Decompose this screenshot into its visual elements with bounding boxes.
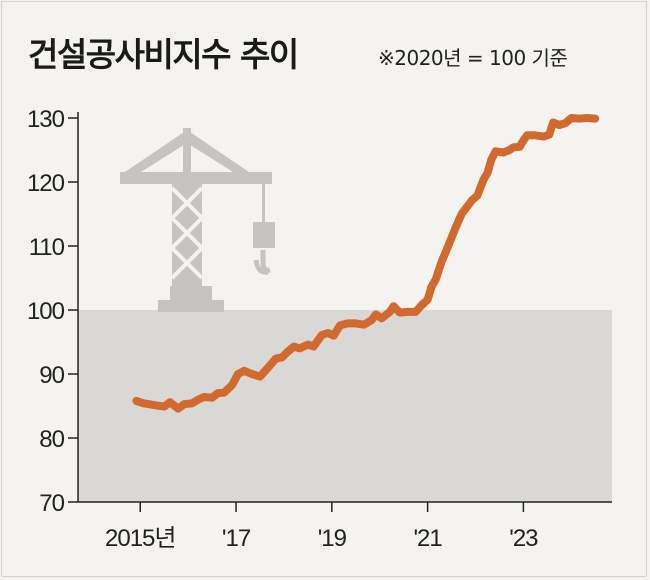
- data-point: [278, 353, 286, 361]
- data-point: [208, 394, 216, 402]
- data-point: [562, 119, 570, 127]
- data-point: [174, 405, 182, 413]
- data-point: [483, 169, 491, 177]
- data-point: [424, 296, 432, 304]
- data-point: [248, 370, 256, 378]
- data-point: [523, 131, 531, 139]
- x-tick-label: '21: [413, 525, 442, 552]
- y-tick-label: 110: [29, 234, 65, 261]
- data-point: [214, 389, 222, 397]
- data-point: [200, 393, 208, 401]
- x-tick-label: '17: [222, 525, 251, 552]
- data-point: [438, 258, 446, 266]
- tower-crane-icon: [120, 128, 275, 312]
- data-point: [290, 342, 298, 350]
- data-point: [330, 332, 338, 340]
- data-point: [336, 321, 344, 329]
- x-tick-label: '23: [509, 525, 538, 552]
- chart-title: 건설공사비지수 추이: [28, 35, 299, 74]
- data-point: [220, 389, 228, 397]
- data-point: [194, 396, 202, 404]
- data-point: [256, 373, 264, 381]
- y-tick-label: 130: [27, 106, 65, 133]
- data-point: [583, 114, 591, 122]
- data-point: [432, 275, 440, 283]
- data-point: [372, 310, 380, 318]
- data-point: [468, 197, 476, 205]
- data-point: [499, 149, 507, 157]
- data-point: [444, 243, 452, 251]
- base-year-note: ※2020년 = 100 기준: [378, 46, 568, 70]
- data-point: [427, 283, 435, 291]
- data-point: [473, 191, 481, 199]
- data-point: [540, 133, 548, 141]
- data-point: [264, 364, 272, 372]
- data-point: [228, 381, 236, 389]
- data-point: [284, 348, 292, 356]
- data-point: [519, 136, 527, 144]
- data-point: [310, 342, 318, 350]
- data-point: [304, 341, 312, 349]
- data-point: [344, 319, 352, 327]
- data-point: [234, 370, 242, 378]
- data-point: [386, 308, 394, 316]
- x-tick-label: 2015년: [105, 525, 175, 552]
- data-point: [144, 400, 152, 408]
- y-tick-label: 120: [27, 170, 65, 197]
- y-tick-label: 100: [27, 298, 65, 325]
- data-point: [272, 355, 280, 363]
- data-point: [458, 210, 466, 218]
- data-point: [591, 115, 599, 123]
- data-point: [412, 308, 420, 316]
- data-point: [531, 131, 539, 139]
- data-point: [152, 401, 160, 409]
- data-point: [516, 143, 524, 151]
- data-point: [160, 403, 168, 411]
- data-point: [368, 316, 376, 324]
- data-point: [360, 321, 368, 329]
- y-tick-label: 70: [39, 490, 64, 517]
- data-point: [418, 301, 426, 309]
- data-point: [487, 156, 495, 164]
- data-point: [180, 400, 188, 408]
- data-point: [549, 118, 557, 126]
- data-point: [463, 202, 471, 210]
- data-point: [318, 331, 326, 339]
- data-point: [378, 314, 386, 322]
- data-point: [403, 308, 411, 316]
- y-tick-label: 90: [39, 362, 64, 389]
- data-point: [480, 175, 488, 183]
- data-point: [545, 131, 553, 139]
- data-point: [567, 114, 575, 122]
- data-point: [296, 344, 304, 352]
- data-point: [451, 224, 459, 232]
- data-point: [240, 367, 248, 375]
- data-point: [390, 302, 398, 310]
- data-point: [555, 121, 563, 129]
- data-point: [509, 143, 517, 151]
- data-point: [492, 147, 500, 155]
- data-point: [166, 398, 174, 406]
- data-point: [324, 329, 332, 337]
- data-point: [396, 309, 404, 317]
- data-point: [352, 319, 360, 327]
- x-tick-label: '19: [318, 525, 347, 552]
- y-tick-label: 80: [39, 426, 64, 453]
- data-point: [188, 399, 196, 407]
- data-point: [132, 397, 140, 405]
- data-point: [575, 115, 583, 123]
